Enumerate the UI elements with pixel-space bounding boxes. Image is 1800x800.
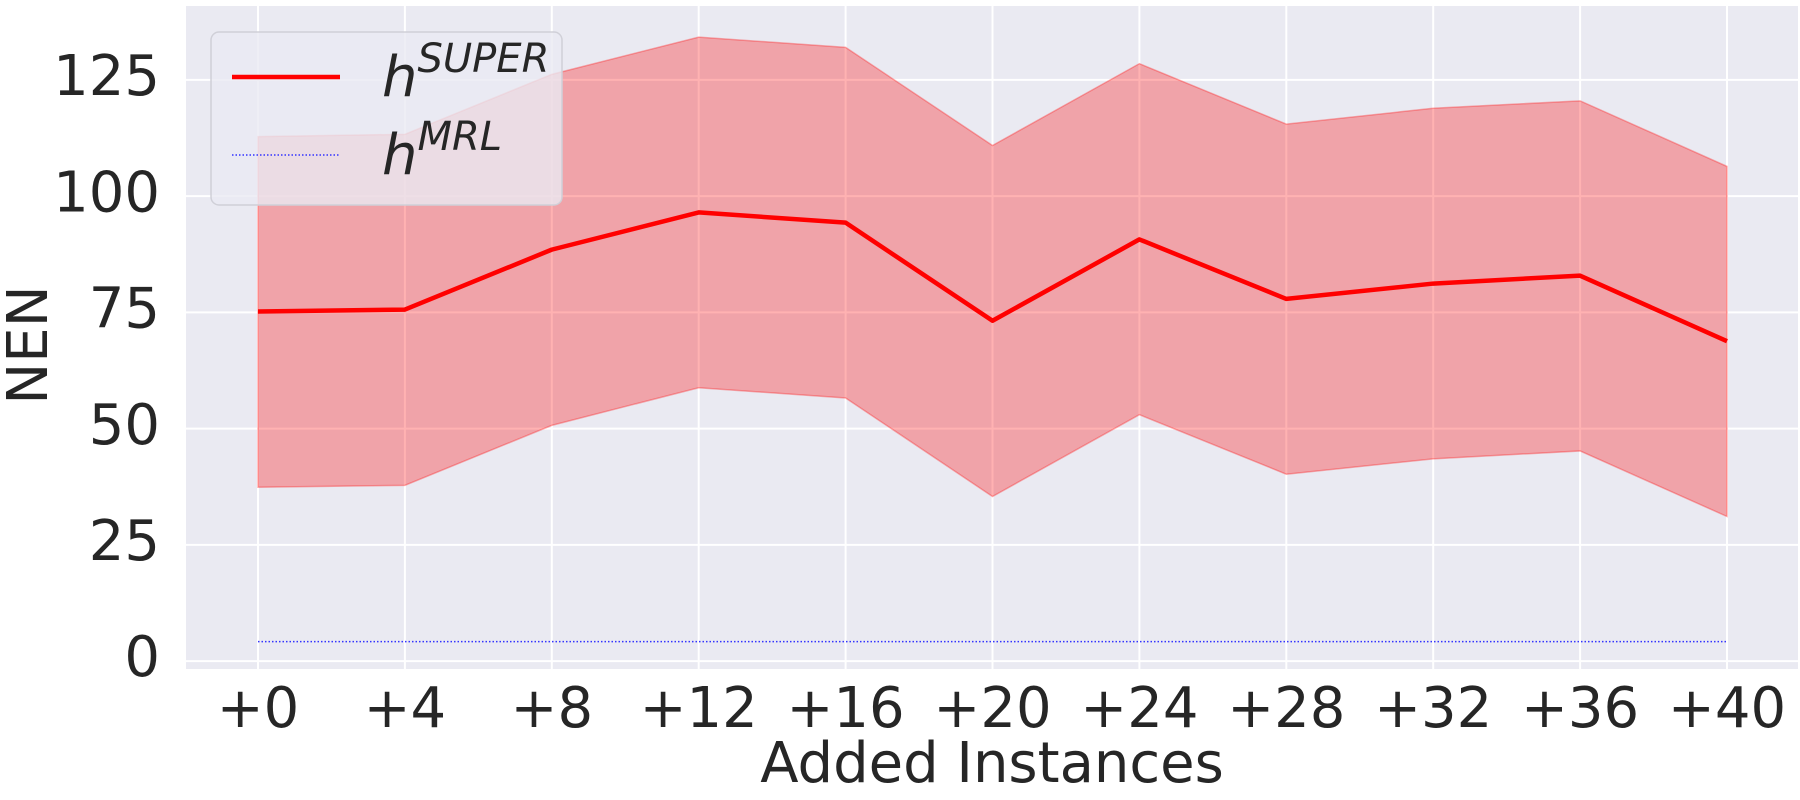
x-tick-label: +20 [933,676,1051,741]
confidence-band [257,36,1728,518]
x-tick-label: +32 [1374,676,1492,741]
marks [257,36,1728,643]
x-tick-label: +12 [640,676,758,741]
x-tick-label: +24 [1080,676,1198,741]
legend-label: hMRL [382,114,502,188]
x-axis-label: Added Instances [760,731,1224,796]
y-axis-label: NEN [0,285,61,404]
x-tick-label: +8 [511,676,594,741]
x-tick-label: +28 [1227,676,1345,741]
y-tick-label: 25 [89,509,160,574]
x-tick-label: +36 [1521,676,1639,741]
x-tick-label: +16 [787,676,905,741]
legend-label: hSUPER [382,36,549,110]
y-tick-label: 125 [53,44,160,109]
x-tick-label: +4 [364,676,447,741]
y-tick-label: 100 [53,160,160,225]
x-tick-label: +0 [217,676,300,741]
y-tick-label: 75 [89,277,160,342]
y-tick-label: 0 [124,625,160,690]
y-tick-label: 50 [89,393,160,458]
x-tick-label: +40 [1668,676,1786,741]
series-line [257,210,1728,344]
